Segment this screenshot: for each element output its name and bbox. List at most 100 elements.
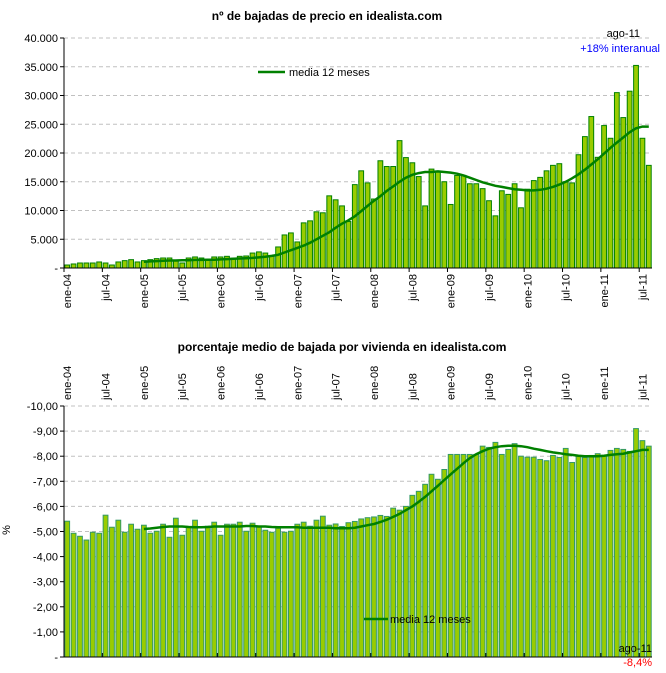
bar: [198, 530, 205, 658]
bar: [345, 221, 352, 269]
bottom-chart: - -1,00 -2,00 -3,00 -4,00 -5,00 -6,00 -7,00 -8,0…: [27, 366, 652, 664]
bar: [505, 193, 512, 269]
x-tick-label: jul-06: [254, 274, 266, 302]
bar: [77, 262, 83, 269]
bar: [281, 531, 288, 658]
bar: [409, 494, 416, 658]
x-tick-label: ene-11: [599, 367, 611, 400]
bar: [102, 262, 109, 269]
bar: [179, 262, 186, 269]
bar: [319, 515, 326, 658]
bar: [607, 449, 614, 658]
bar: [390, 166, 397, 269]
bar: [460, 174, 467, 269]
bar: [569, 461, 576, 658]
bar: [249, 522, 256, 658]
y-tick-label: -1,00: [33, 627, 58, 639]
bar: [230, 523, 237, 658]
bar: [422, 205, 429, 269]
y-tick-label: -3,00: [33, 577, 58, 589]
bar: [204, 525, 211, 658]
bar: [153, 530, 160, 658]
x-tick-label: jul-07: [331, 274, 343, 302]
bar: [422, 483, 429, 658]
bar: [588, 116, 595, 269]
bar: [428, 168, 435, 269]
bar: [588, 454, 595, 658]
bar: [556, 456, 563, 658]
bar: [294, 523, 301, 658]
bar: [498, 190, 505, 269]
x-tick-label: ene-04: [62, 274, 74, 308]
x-tick-label: jul-05: [177, 274, 189, 302]
top-annotation-date: ago-11: [607, 28, 640, 40]
bar: [268, 531, 275, 658]
bar: [64, 520, 71, 658]
bar: [319, 212, 326, 269]
bar: [447, 453, 454, 658]
bar: [454, 453, 460, 658]
y-tick-label: 5.000: [30, 234, 58, 246]
bar: [358, 170, 365, 269]
bar: [262, 529, 269, 658]
bottom-chart-title: porcentaje medio de bajada por vivienda …: [178, 340, 507, 354]
bar: [460, 453, 467, 658]
y-tick-label: -: [54, 263, 58, 275]
bottom-legend-label: media 12 meses: [390, 614, 471, 626]
bar: [249, 252, 256, 269]
bar: [492, 441, 499, 658]
bar: [626, 450, 633, 658]
bar: [345, 522, 352, 658]
bar: [473, 453, 480, 658]
x-tick-label: ene-08: [369, 274, 381, 308]
x-tick-label: jul-10: [561, 373, 573, 401]
bar: [371, 516, 377, 658]
bar: [441, 469, 448, 658]
bar: [70, 263, 77, 269]
bar: [147, 532, 154, 658]
bar: [377, 160, 384, 269]
bar: [524, 456, 531, 658]
bar: [581, 136, 588, 269]
bar: [115, 519, 122, 658]
bar: [607, 137, 614, 269]
bar: [645, 445, 652, 658]
x-tick-label: jul-09: [484, 373, 496, 401]
bar: [633, 64, 639, 269]
y-tick-label: 20.000: [24, 148, 58, 160]
bar: [134, 261, 141, 269]
bar: [550, 454, 556, 658]
y-tick-label: 30.000: [24, 91, 58, 103]
bar: [332, 199, 339, 269]
bar: [613, 447, 620, 658]
top-chart: - 5.000 10.000 15.000 20.000 25.000 30.000 35.0…: [24, 33, 652, 308]
y-tick-label: -10,00: [27, 401, 58, 413]
bar: [581, 456, 588, 658]
y-tick-label: 40.000: [24, 33, 58, 45]
bar: [415, 490, 422, 658]
bar: [479, 188, 486, 269]
bar: [601, 125, 607, 269]
bar: [613, 92, 620, 269]
bar: [121, 260, 128, 269]
bar: [128, 523, 135, 658]
bottom-annotation-date: ago-11: [619, 643, 652, 655]
bar: [562, 181, 569, 269]
x-tick-label: jul-11: [637, 274, 649, 301]
bar: [166, 536, 173, 658]
bottom-y-axis-label: %: [1, 525, 13, 535]
bar: [505, 448, 512, 658]
bar: [115, 261, 122, 269]
bar: [89, 262, 96, 269]
bar: [77, 535, 83, 658]
bar: [396, 140, 403, 269]
y-tick-label: -7,00: [33, 476, 58, 488]
bar: [192, 256, 198, 269]
bar: [332, 523, 339, 658]
y-tick-label: -: [54, 652, 58, 664]
bar: [313, 519, 320, 658]
bar: [556, 163, 563, 269]
y-tick-label: -6,00: [33, 501, 58, 513]
y-tick-label: 35.000: [24, 62, 58, 74]
